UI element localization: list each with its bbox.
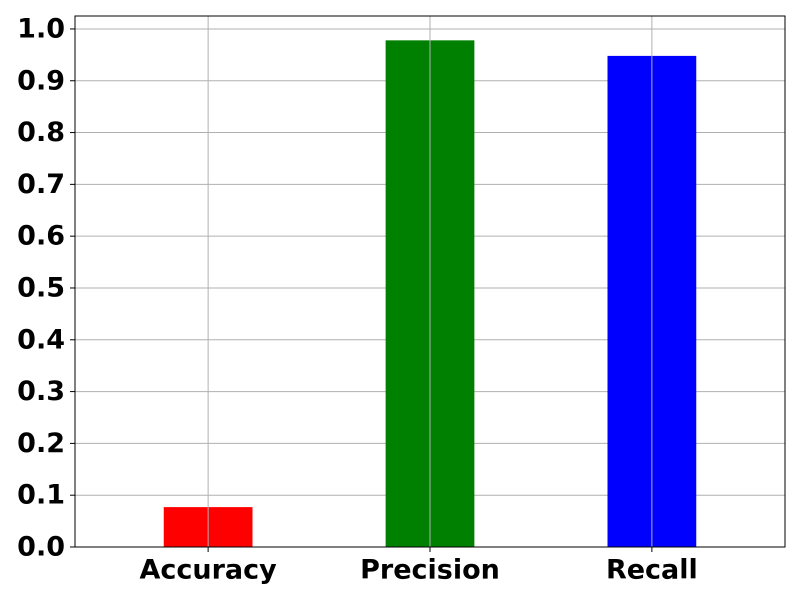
x-tick-label-recall: Recall	[606, 555, 698, 586]
x-tick-label-accuracy: Accuracy	[139, 555, 277, 586]
y-tick-label: 0.7	[17, 169, 65, 200]
x-axis: Accuracy Precision Recall	[139, 547, 698, 586]
y-tick-label: 0.0	[17, 532, 65, 563]
y-tick-label: 0.6	[17, 221, 65, 252]
y-tick-label: 0.1	[17, 480, 65, 511]
y-tick-label: 0.4	[17, 324, 65, 355]
vertical-grid-layer	[207, 16, 653, 547]
y-axis: 0.0 0.1 0.2 0.3 0.4 0.5 0.6 0.7 0.8 0.9 1.0	[17, 13, 75, 563]
y-tick-label: 0.8	[17, 117, 65, 148]
x-tick-label-precision: Precision	[360, 555, 500, 586]
y-tick-label: 0.2	[17, 428, 65, 459]
y-tick-label: 1.0	[17, 13, 65, 44]
y-tick-label: 0.9	[17, 65, 65, 96]
y-tick-label: 0.3	[17, 376, 65, 407]
y-tick-label: 0.5	[17, 272, 65, 303]
